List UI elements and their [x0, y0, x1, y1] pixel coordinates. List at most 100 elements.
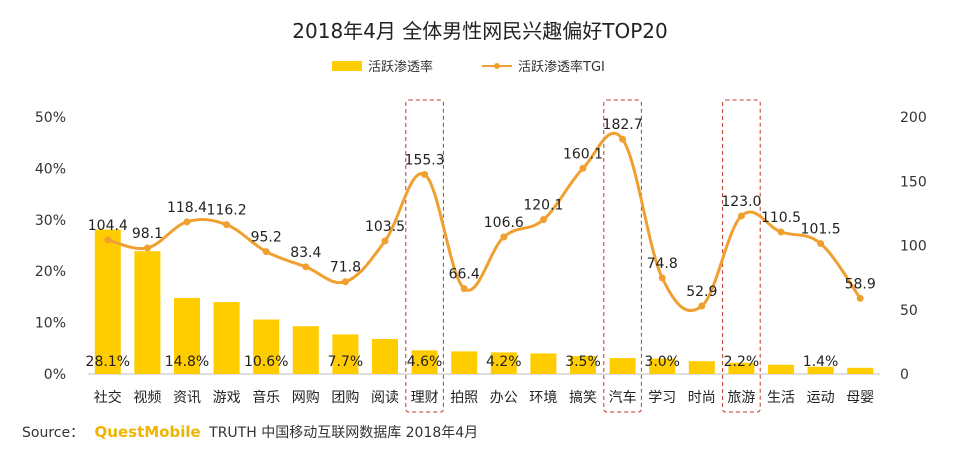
bar	[530, 353, 557, 374]
category-label: 团购	[331, 390, 359, 406]
tgi-label: 106.6	[484, 215, 524, 231]
bar	[490, 352, 517, 374]
tgi-point	[143, 244, 151, 252]
tgi-label: 83.4	[290, 245, 321, 261]
source-brand: QuestMobile	[95, 423, 201, 441]
bar	[609, 358, 636, 374]
tgi-point	[658, 274, 666, 282]
category-label: 资讯	[173, 390, 201, 406]
tgi-label: 58.9	[845, 276, 876, 292]
bar	[728, 362, 755, 374]
tgi-point	[817, 240, 825, 248]
tgi-label: 101.5	[801, 222, 841, 238]
bar	[213, 302, 240, 374]
bar	[411, 350, 438, 374]
bar	[94, 229, 121, 374]
tgi-point	[777, 228, 785, 236]
tgi-point	[421, 170, 429, 178]
tgi-point	[856, 294, 864, 302]
right-axis-tick: 50	[900, 303, 918, 319]
tgi-point	[381, 237, 389, 245]
bar-label: 10.6%	[244, 354, 288, 370]
tgi-point	[539, 216, 547, 224]
bar	[174, 297, 200, 374]
left-axis-tick: 10%	[35, 316, 66, 332]
legend-bar-label: 活跃渗透率	[368, 59, 433, 75]
tgi-label: 71.8	[330, 260, 361, 276]
tgi-point	[579, 164, 587, 172]
tgi-label: 110.5	[761, 210, 801, 226]
legend-line-label: 活跃渗透率TGI	[518, 59, 605, 75]
left-axis-tick: 40%	[35, 161, 66, 177]
right-axis-tick: 100	[900, 239, 927, 255]
tgi-point	[619, 135, 627, 143]
tgi-label: 182.7	[603, 117, 643, 133]
left-axis-tick: 0%	[44, 367, 66, 383]
legend: 活跃渗透率 活跃渗透率TGI	[332, 59, 605, 75]
bar	[332, 334, 359, 374]
bar	[847, 367, 874, 374]
tgi-label: 123.0	[721, 194, 761, 210]
tgi-point	[500, 233, 508, 241]
category-label: 阅读	[371, 389, 399, 406]
legend-bar-swatch	[332, 61, 362, 71]
highlight-box	[405, 99, 444, 413]
category-label: 游戏	[213, 390, 241, 406]
category-label: 办公	[490, 390, 518, 406]
bar	[253, 319, 280, 374]
bar-label: 28.1%	[86, 354, 130, 370]
tgi-label: 155.3	[405, 152, 445, 168]
tgi-point	[302, 263, 310, 271]
tgi-line	[107, 131, 862, 312]
bar	[649, 358, 676, 374]
tgi-label: 98.1	[132, 226, 163, 242]
category-label: 生活	[767, 390, 795, 406]
tgi-label: 103.5	[365, 219, 405, 235]
bar	[768, 364, 794, 374]
tgi-point	[737, 212, 745, 220]
right-axis-tick: 150	[900, 174, 927, 190]
tgi-point	[223, 221, 231, 229]
tgi-label: 160.1	[563, 146, 603, 162]
tgi-label: 74.8	[647, 256, 678, 272]
category-label: 环境	[529, 390, 557, 406]
bar-label: 7.7%	[328, 354, 364, 370]
bar-label: 3.0%	[644, 354, 680, 370]
left-axis-tick: 20%	[35, 264, 66, 280]
tgi-point	[341, 278, 349, 286]
tgi-point	[183, 218, 191, 226]
category-label: 网购	[292, 390, 320, 406]
bar	[134, 251, 161, 374]
category-label: 旅游	[727, 390, 755, 406]
bar	[292, 326, 319, 374]
bar	[372, 339, 398, 374]
tgi-label: 104.4	[88, 218, 128, 234]
right-axis-tick: 0	[900, 367, 909, 383]
bar-label: 4.6%	[407, 354, 443, 370]
tgi-point	[104, 236, 112, 244]
category-label: 理财	[411, 390, 439, 406]
tgi-point	[460, 285, 468, 293]
bar	[570, 356, 596, 374]
tgi-point	[698, 302, 706, 310]
right-axis-tick: 200	[900, 110, 927, 126]
tgi-point	[262, 248, 270, 256]
tgi-label: 95.2	[251, 230, 282, 246]
source-text: Source： QuestMobile TRUTH 中国移动互联网数据库 201…	[22, 423, 478, 441]
bar	[451, 351, 478, 374]
bar-label: 4.2%	[486, 354, 522, 370]
category-label: 运动	[807, 390, 835, 406]
category-label: 母婴	[846, 390, 874, 406]
category-label: 音乐	[252, 389, 280, 406]
source-detail: TRUTH 中国移动互联网数据库 2018年4月	[208, 425, 478, 441]
highlight-box	[603, 99, 642, 413]
category-label: 学习	[648, 390, 676, 406]
chart-title: 2018年4月 全体男性网民兴趣偏好TOP20	[292, 19, 667, 43]
bar-label: 2.2%	[724, 354, 760, 370]
category-label: 拍照	[450, 390, 478, 406]
tgi-label: 118.4	[167, 200, 207, 216]
category-label: 社交	[94, 389, 122, 406]
category-label: 时尚	[688, 390, 716, 406]
